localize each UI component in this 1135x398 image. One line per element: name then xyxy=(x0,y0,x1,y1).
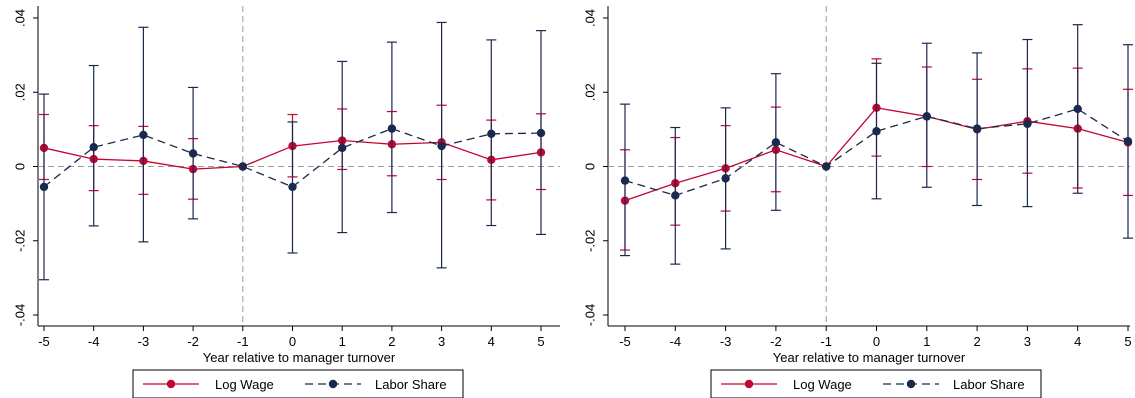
x-tick-label: 5 xyxy=(537,334,544,349)
x-tick-label: -2 xyxy=(187,334,199,349)
y-tick-label: 0 xyxy=(582,163,597,170)
y-tick-label: -.04 xyxy=(12,304,27,326)
data-point-labor-share xyxy=(188,149,198,158)
chart-panel-2: .04 .02 0 -.02 -.04 -5 -4 -3 -2 -1 0 1 2 3 4 5 Year rela… xyxy=(582,6,1133,398)
legend-marker-labor-share xyxy=(906,379,916,389)
data-point-labor-share xyxy=(721,174,730,183)
data-point-labor-share xyxy=(238,162,247,171)
legend-box xyxy=(710,369,1042,398)
data-point-labor-share xyxy=(139,130,148,140)
x-tick-label: -1 xyxy=(237,334,249,349)
y-tick-label: -.02 xyxy=(582,230,597,252)
x-tick-label: 1 xyxy=(339,334,346,349)
legend-marker-log-wage xyxy=(744,379,754,389)
x-tick-label: -3 xyxy=(720,334,732,349)
x-tick-label: 0 xyxy=(873,334,880,349)
data-point-labor-share xyxy=(822,162,831,171)
x-tick-label: 5 xyxy=(1124,334,1131,349)
legend-box xyxy=(132,369,464,398)
data-point-labor-share xyxy=(387,124,397,133)
data-point-labor-share xyxy=(1123,137,1133,146)
x-tick-label: -3 xyxy=(138,334,150,349)
legend-label-labor-share: Labor Share xyxy=(953,377,1025,392)
x-tick-label: 3 xyxy=(438,334,445,349)
data-point-labor-share xyxy=(288,182,297,192)
x-tick-label: 4 xyxy=(1074,334,1081,349)
y-tick-label: 0 xyxy=(12,163,27,170)
x-tick-label: 2 xyxy=(388,334,395,349)
x-tick-label: -1 xyxy=(820,334,832,349)
data-point-labor-share xyxy=(972,124,982,133)
data-point-labor-share xyxy=(922,112,931,121)
x-axis-title: Year relative to manager turnover xyxy=(773,350,966,365)
x-tick-label: -4 xyxy=(670,334,682,349)
data-point-labor-share xyxy=(1023,119,1032,129)
y-tick-label: -.02 xyxy=(12,230,27,252)
series-labor-share xyxy=(39,21,546,281)
series-line-labor-share xyxy=(624,108,1129,197)
legend: Log Wage Labor Share xyxy=(710,369,1042,398)
data-point-labor-share xyxy=(872,127,881,136)
x-tick-label: 0 xyxy=(289,334,296,349)
y-tick-label: .02 xyxy=(582,83,597,101)
data-point-labor-share xyxy=(487,129,496,139)
x-tick-label: 2 xyxy=(973,334,980,349)
data-point-labor-share xyxy=(771,138,781,147)
chart-panel-1: .04 .02 0 -.02 -.04 -5 -4 -3 -2 -1 0 1 2 3 4 5 Year rela… xyxy=(12,6,560,398)
y-tick-label: .02 xyxy=(12,83,27,101)
data-point-labor-share xyxy=(338,143,347,153)
x-tick-label: 4 xyxy=(488,334,495,349)
y-tick-label: .04 xyxy=(582,9,597,27)
data-point-labor-share xyxy=(536,128,546,138)
data-point-labor-share xyxy=(620,176,630,185)
legend-marker-log-wage xyxy=(166,379,176,389)
x-tick-label: 3 xyxy=(1024,334,1031,349)
data-point-labor-share xyxy=(437,141,446,151)
x-tick-label: -2 xyxy=(770,334,782,349)
data-point-labor-share xyxy=(89,142,98,152)
x-tick-label: -4 xyxy=(88,334,100,349)
x-tick-label: 1 xyxy=(923,334,930,349)
series-labor-share xyxy=(620,24,1133,265)
x-tick-label: -5 xyxy=(38,334,50,349)
x-axis-title: Year relative to manager turnover xyxy=(203,350,396,365)
data-point-labor-share xyxy=(671,191,680,200)
data-point-labor-share xyxy=(1073,104,1082,114)
legend: Log Wage Labor Share xyxy=(132,369,464,398)
legend-label-labor-share: Labor Share xyxy=(375,377,447,392)
data-point-labor-share xyxy=(39,182,49,192)
series-line-labor-share xyxy=(43,127,542,188)
legend-marker-labor-share xyxy=(328,379,338,389)
x-tick-label: -5 xyxy=(619,334,631,349)
legend-label-log-wage: Log Wage xyxy=(215,377,274,392)
legend-label-log-wage: Log Wage xyxy=(793,377,852,392)
y-tick-label: .04 xyxy=(12,9,27,27)
y-tick-label: -.04 xyxy=(582,304,597,326)
